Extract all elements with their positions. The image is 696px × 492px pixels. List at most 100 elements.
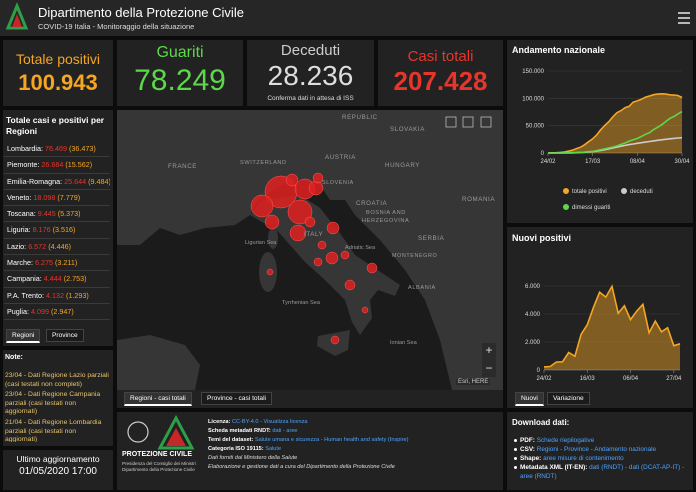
license-label: Categoria ISO 19115:	[208, 446, 264, 452]
regions-title: Totale casi e positivi per Regioni	[6, 115, 110, 137]
legend-swatch	[563, 188, 569, 194]
region-row: Liguria: 8.176 (3.516)	[4, 222, 110, 238]
license-row: Categoria ISO 19115: Salute	[208, 445, 500, 454]
region-name: Puglia:	[7, 307, 29, 316]
tab[interactable]: Regioni	[6, 329, 40, 343]
region-row: Campania: 4.444 (2.753)	[4, 271, 110, 287]
menu-icon[interactable]	[678, 13, 690, 23]
y-tick-label: 50.000	[526, 124, 545, 130]
area	[548, 94, 682, 153]
y-tick-label: 0	[541, 151, 545, 157]
region-total: 4.099	[31, 307, 49, 316]
region-name: Toscana:	[7, 209, 36, 218]
region-total: 26.684	[41, 160, 63, 169]
legend-swatch	[621, 188, 627, 194]
logo-sub: Dipartimento della Protezione Civile	[122, 467, 195, 472]
stat-label: Guariti	[117, 44, 243, 62]
header-subtitle: COVID-19 Italia - Monitoraggio della sit…	[38, 22, 194, 31]
logo-sub: Presidenza del Consiglio dei Ministri	[122, 461, 196, 466]
tab[interactable]: Province - casi totali	[201, 392, 272, 405]
map-label: BOSNIA AND	[366, 210, 406, 216]
region-total: 6.572	[28, 242, 46, 251]
region-total: 9.445	[38, 209, 56, 218]
zoom-out[interactable]: −	[482, 361, 496, 375]
x-tick-label: 17/03	[585, 159, 601, 165]
region-row: Puglia: 4.099 (2.947)	[4, 304, 110, 320]
region-total: 4.444	[44, 274, 62, 283]
region-row: P.A. Trento: 4.132 (1.293)	[4, 288, 110, 304]
tab[interactable]: Nuovi	[515, 392, 544, 406]
stat-value: 28.236	[247, 60, 374, 92]
tab[interactable]: Regioni - casi totali	[124, 392, 192, 406]
download-label: CSV:	[520, 446, 535, 453]
license-value: Dati forniti dal Ministero della Salute	[208, 455, 297, 461]
map-label: ITALY	[304, 231, 323, 238]
license-value: Salute umana e sicurezza - Human health …	[255, 437, 409, 443]
license-row: Scheda metadati RNDT: dati - aree	[208, 427, 500, 436]
license-label: Temi del dataset:	[208, 437, 253, 443]
download-link[interactable]: Schede riepilogative	[537, 437, 595, 444]
y-tick-label: 150.000	[522, 69, 544, 75]
x-tick-label: 24/02	[540, 159, 556, 165]
region-name: Lazio:	[7, 242, 26, 251]
license-label: Licenza:	[208, 419, 230, 425]
notes-list: 23/04 - Dati Regione Lazio parziali (cas…	[5, 372, 109, 442]
stat-label: Casi totali	[378, 48, 503, 65]
update-value: 01/05/2020 17:00	[3, 466, 113, 477]
map-label: SWITZERLAND	[240, 160, 287, 166]
y-tick-label: 4.000	[525, 312, 541, 318]
region-total: 76.469	[45, 144, 67, 153]
map-label: ROMANIA	[462, 196, 495, 203]
stat-value: 100.943	[3, 70, 113, 96]
download-link[interactable]: aree misure di contenimento	[543, 455, 624, 462]
region-positive: (2.753)	[64, 274, 87, 283]
region-name: Marche:	[7, 258, 33, 267]
region-row: Piemonte: 26.684 (15.562)	[4, 157, 110, 173]
region-positive: (7.779)	[57, 193, 80, 202]
legend-swatch	[563, 204, 569, 210]
stat-value: 207.428	[378, 66, 503, 97]
attribution: Esri, HERE	[456, 379, 490, 385]
region-name: Campania:	[7, 274, 42, 283]
y-tick-label: 6.000	[525, 284, 541, 290]
license-value: CC-BY-4.0 - Visualizza licenza	[232, 419, 308, 425]
map-label: CROATIA	[356, 200, 387, 207]
license-value: dati - aree	[272, 428, 297, 434]
logo-text: PROTEZIONE CIVILE	[122, 451, 192, 458]
header-title: Dipartimento della Protezione Civile	[38, 5, 244, 20]
y-tick-label: 100.000	[522, 96, 544, 102]
map-label: FRANCE	[168, 163, 197, 170]
region-positive: (15.562)	[65, 160, 92, 169]
map-label: HUNGARY	[385, 162, 420, 169]
region-positive: (2.947)	[51, 307, 74, 316]
download-title: Download dati:	[512, 418, 569, 427]
download-row: Shape: aree misure di contenimento	[512, 454, 692, 463]
zoom-in[interactable]: +	[482, 343, 496, 357]
region-name: Emilia-Romagna:	[7, 177, 62, 186]
region-total: 18.098	[33, 193, 55, 202]
map-label: AUSTRIA	[325, 154, 356, 161]
chart-title: Nuovi positivi	[512, 233, 571, 243]
legend-label: totale positivi	[572, 189, 607, 195]
region-total: 25.644	[64, 177, 86, 186]
tab[interactable]: Province	[46, 329, 84, 342]
region-positive: (5.373)	[58, 209, 81, 218]
download-link[interactable]: Regioni - Province - Andamento nazionale	[537, 446, 656, 453]
map-label: SLOVAKIA	[390, 126, 425, 133]
note: 23/04 - Dati Regione Campania parziali (…	[5, 391, 109, 417]
map-label: ALBANIA	[408, 285, 436, 291]
map-label: Ligurian Sea	[245, 240, 276, 246]
tab[interactable]: Variazione	[547, 392, 590, 405]
license-info: Licenza: CC-BY-4.0 - Visualizza licenzaS…	[208, 418, 500, 472]
region-row: Lazio: 6.572 (4.446)	[4, 239, 110, 255]
x-tick-label: 16/03	[580, 376, 596, 382]
x-tick-label: 24/02	[536, 376, 552, 382]
map-label: SERBIA	[418, 235, 444, 242]
region-positive: (36.473)	[69, 144, 96, 153]
map-label: HERZEGOVINA	[362, 218, 409, 224]
region-row: Lombardia: 76.469 (36.473)	[4, 141, 110, 157]
region-name: Lombardia:	[7, 144, 43, 153]
license-row: Licenza: CC-BY-4.0 - Visualizza licenza	[208, 418, 500, 427]
download-label: PDF:	[520, 437, 535, 444]
download-list: PDF: Schede riepilogativeCSV: Regioni - …	[512, 436, 692, 481]
